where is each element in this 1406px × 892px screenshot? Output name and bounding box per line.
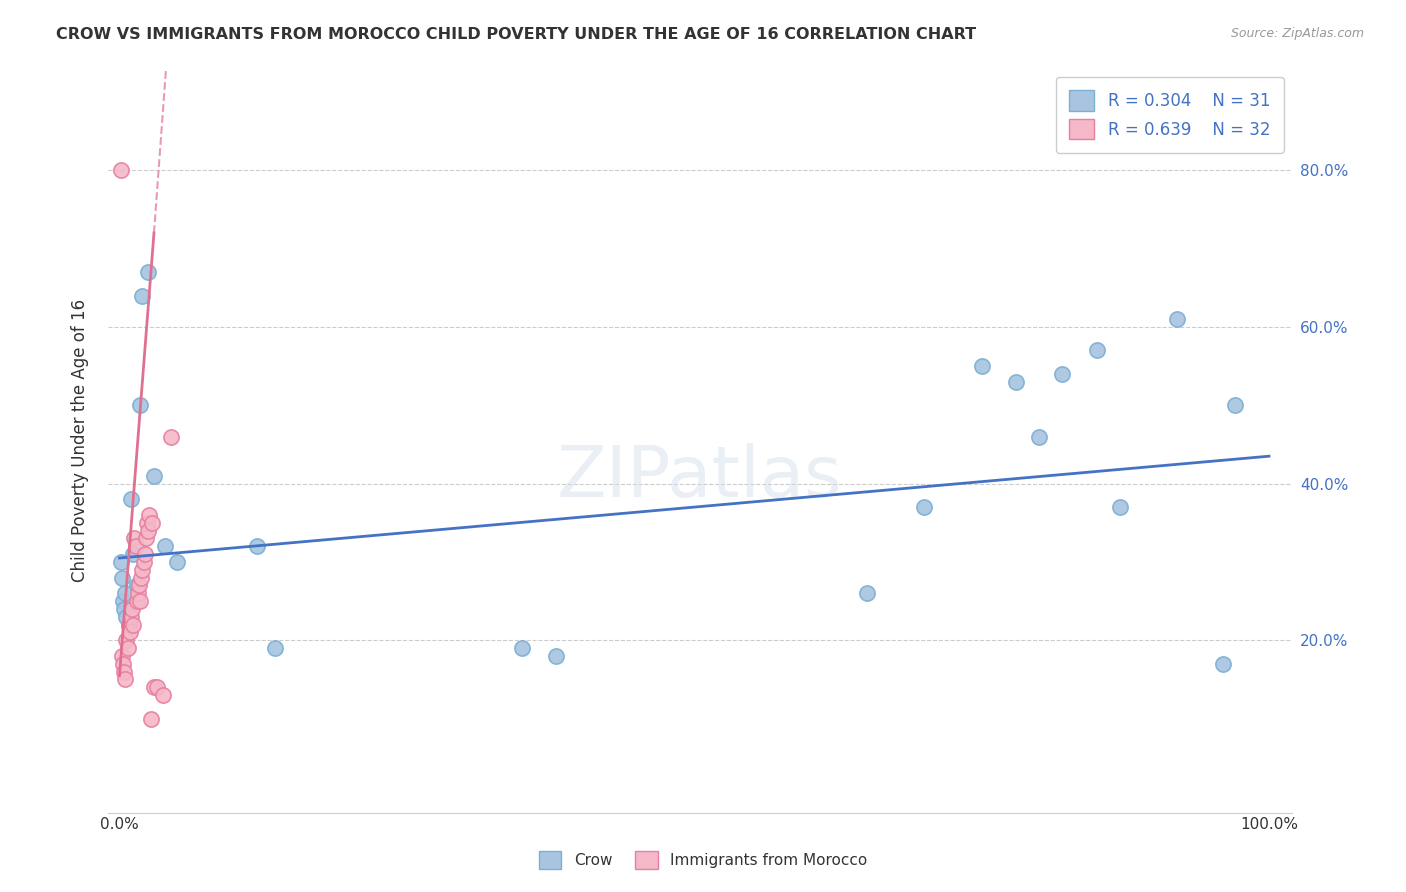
Point bbox=[122, 547, 145, 561]
Point bbox=[124, 532, 146, 546]
Text: ZIPatlas: ZIPatlas bbox=[557, 443, 842, 512]
Point bbox=[115, 609, 138, 624]
Point bbox=[129, 594, 152, 608]
Point bbox=[160, 429, 183, 443]
Point bbox=[1223, 398, 1246, 412]
Point bbox=[120, 609, 142, 624]
Point bbox=[110, 163, 132, 178]
Point bbox=[132, 555, 155, 569]
Point bbox=[1050, 367, 1073, 381]
Point bbox=[263, 641, 285, 656]
Point bbox=[1212, 657, 1234, 671]
Point bbox=[128, 578, 150, 592]
Point bbox=[124, 539, 146, 553]
Point bbox=[143, 680, 166, 694]
Point bbox=[117, 641, 139, 656]
Point bbox=[143, 468, 166, 483]
Point bbox=[131, 563, 153, 577]
Point bbox=[855, 586, 877, 600]
Point bbox=[141, 516, 163, 530]
Legend: Crow, Immigrants from Morocco: Crow, Immigrants from Morocco bbox=[533, 845, 873, 875]
Point bbox=[112, 665, 135, 679]
Point bbox=[111, 594, 134, 608]
Point bbox=[155, 539, 177, 553]
Point bbox=[112, 602, 135, 616]
Text: CROW VS IMMIGRANTS FROM MOROCCO CHILD POVERTY UNDER THE AGE OF 16 CORRELATION CH: CROW VS IMMIGRANTS FROM MOROCCO CHILD PO… bbox=[56, 27, 976, 42]
Point bbox=[129, 398, 152, 412]
Point bbox=[138, 508, 160, 522]
Y-axis label: Child Poverty Under the Age of 16: Child Poverty Under the Age of 16 bbox=[72, 299, 89, 582]
Point bbox=[131, 571, 153, 585]
Point bbox=[166, 555, 188, 569]
Point bbox=[131, 288, 153, 302]
Point bbox=[122, 617, 145, 632]
Point bbox=[136, 265, 159, 279]
Point bbox=[1028, 429, 1050, 443]
Point bbox=[1166, 312, 1188, 326]
Point bbox=[120, 492, 142, 507]
Point bbox=[125, 594, 148, 608]
Point bbox=[146, 680, 169, 694]
Point bbox=[1005, 375, 1028, 389]
Point bbox=[118, 617, 141, 632]
Point bbox=[121, 602, 143, 616]
Point bbox=[127, 586, 149, 600]
Point bbox=[912, 500, 935, 514]
Point bbox=[246, 539, 269, 553]
Point bbox=[152, 688, 174, 702]
Point bbox=[510, 641, 533, 656]
Point bbox=[136, 524, 159, 538]
Point bbox=[134, 547, 156, 561]
Point bbox=[125, 578, 148, 592]
Point bbox=[1108, 500, 1130, 514]
Point bbox=[546, 648, 568, 663]
Point bbox=[118, 625, 141, 640]
Legend: R = 0.304    N = 31, R = 0.639    N = 32: R = 0.304 N = 31, R = 0.639 N = 32 bbox=[1056, 77, 1284, 153]
Point bbox=[970, 359, 993, 373]
Point bbox=[139, 712, 162, 726]
Point bbox=[110, 555, 132, 569]
Point bbox=[115, 633, 138, 648]
Point bbox=[114, 673, 136, 687]
Point bbox=[136, 516, 159, 530]
Point bbox=[114, 586, 136, 600]
Point bbox=[135, 532, 157, 546]
Point bbox=[1085, 343, 1108, 358]
Text: Source: ZipAtlas.com: Source: ZipAtlas.com bbox=[1230, 27, 1364, 40]
Point bbox=[111, 648, 134, 663]
Point bbox=[111, 571, 134, 585]
Point bbox=[111, 657, 134, 671]
Point bbox=[118, 617, 141, 632]
